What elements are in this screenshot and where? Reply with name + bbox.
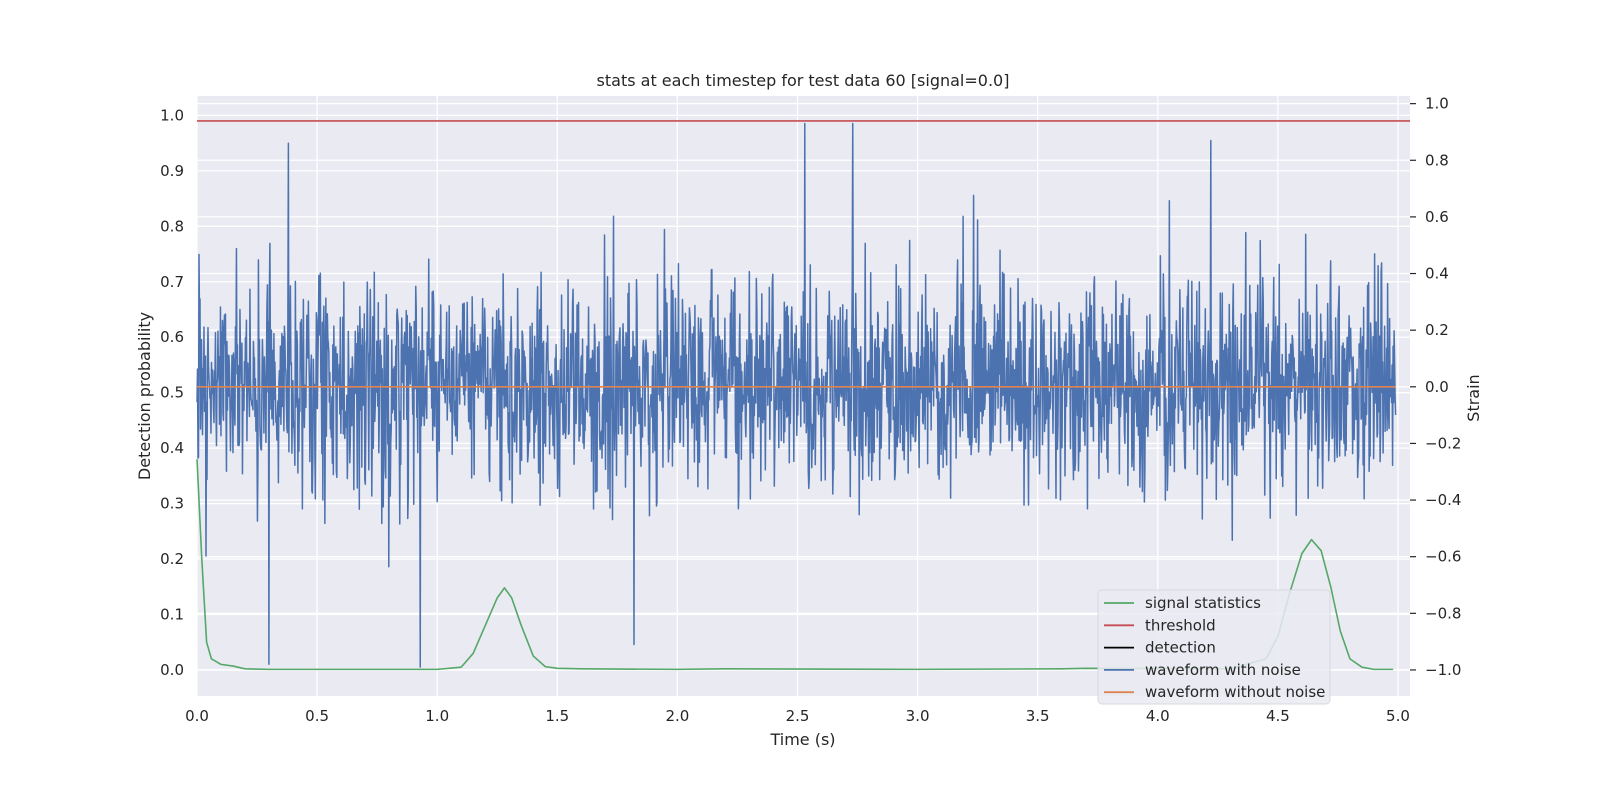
y-tick-label: 0.6 [160,328,184,346]
legend-entry: waveform with noise [1145,661,1301,679]
legend: signal statistics threshold detection wavef… [1097,589,1331,705]
x-tick-label: 2.5 [786,707,810,725]
x-tick-label: 4.0 [1146,707,1170,725]
y-tick-label: 0.0 [160,661,184,679]
x-tick-label: 5.0 [1386,707,1410,725]
x-tick-label: 0.5 [305,707,329,725]
y2-tick-label: −0.8 [1425,604,1461,622]
y-tick-label: 0.8 [160,217,184,235]
legend-entry: threshold [1145,616,1216,634]
y2-tick-label: 0.6 [1425,208,1449,226]
legend-box [1097,589,1331,705]
x-tick-label: 3.5 [1026,707,1050,725]
y-tick-label: 0.2 [160,550,184,568]
y2-tick-label: 0.8 [1425,151,1449,169]
y-tick-label: 0.9 [160,162,184,180]
y-axis-label: Detection probability [135,312,154,480]
y-tick-label: 0.3 [160,495,184,513]
y2-tick-label: 1.0 [1425,95,1449,113]
series [196,120,1410,671]
legend-entry: signal statistics [1145,594,1261,612]
x-tick-label: 1.0 [425,707,449,725]
ticks: 0.0 0.5 1.0 1.5 2.0 2.5 3.0 3.5 4.0 4.5 5.0 0.0 0.1 0… [160,95,1461,725]
y2-tick-label: −0.4 [1425,491,1461,509]
y2-tick-label: −0.2 [1425,434,1461,452]
y-tick-label: 0.5 [160,384,184,402]
x-tick-label: 4.5 [1266,707,1290,725]
chart-title: stats at each timestep for test data 60 … [597,71,1010,90]
x-axis-label: Time (s) [769,730,835,749]
y2-tick-label: 0.4 [1425,265,1449,283]
y-tick-label: 1.0 [160,106,184,124]
y2-axis-label: Strain [1464,374,1483,421]
series-signal-statistics [196,459,1394,671]
x-tick-label: 3.0 [906,707,930,725]
y2-tick-label: −0.6 [1425,548,1461,566]
series-waveform-with-noise [196,122,1397,668]
y2-tick-label: 0.0 [1425,378,1449,396]
x-tick-label: 2.0 [665,707,689,725]
x-tick-label: 0.0 [185,707,209,725]
y2-tick-label: 0.2 [1425,321,1449,339]
legend-entry: detection [1145,639,1216,657]
y-tick-label: 0.7 [160,273,184,291]
x-tick-label: 1.5 [545,707,569,725]
y-tick-label: 0.4 [160,439,184,457]
y-tick-label: 0.1 [160,605,184,623]
y2-tick-label: −1.0 [1425,661,1461,679]
legend-entry: waveform without noise [1145,683,1325,701]
